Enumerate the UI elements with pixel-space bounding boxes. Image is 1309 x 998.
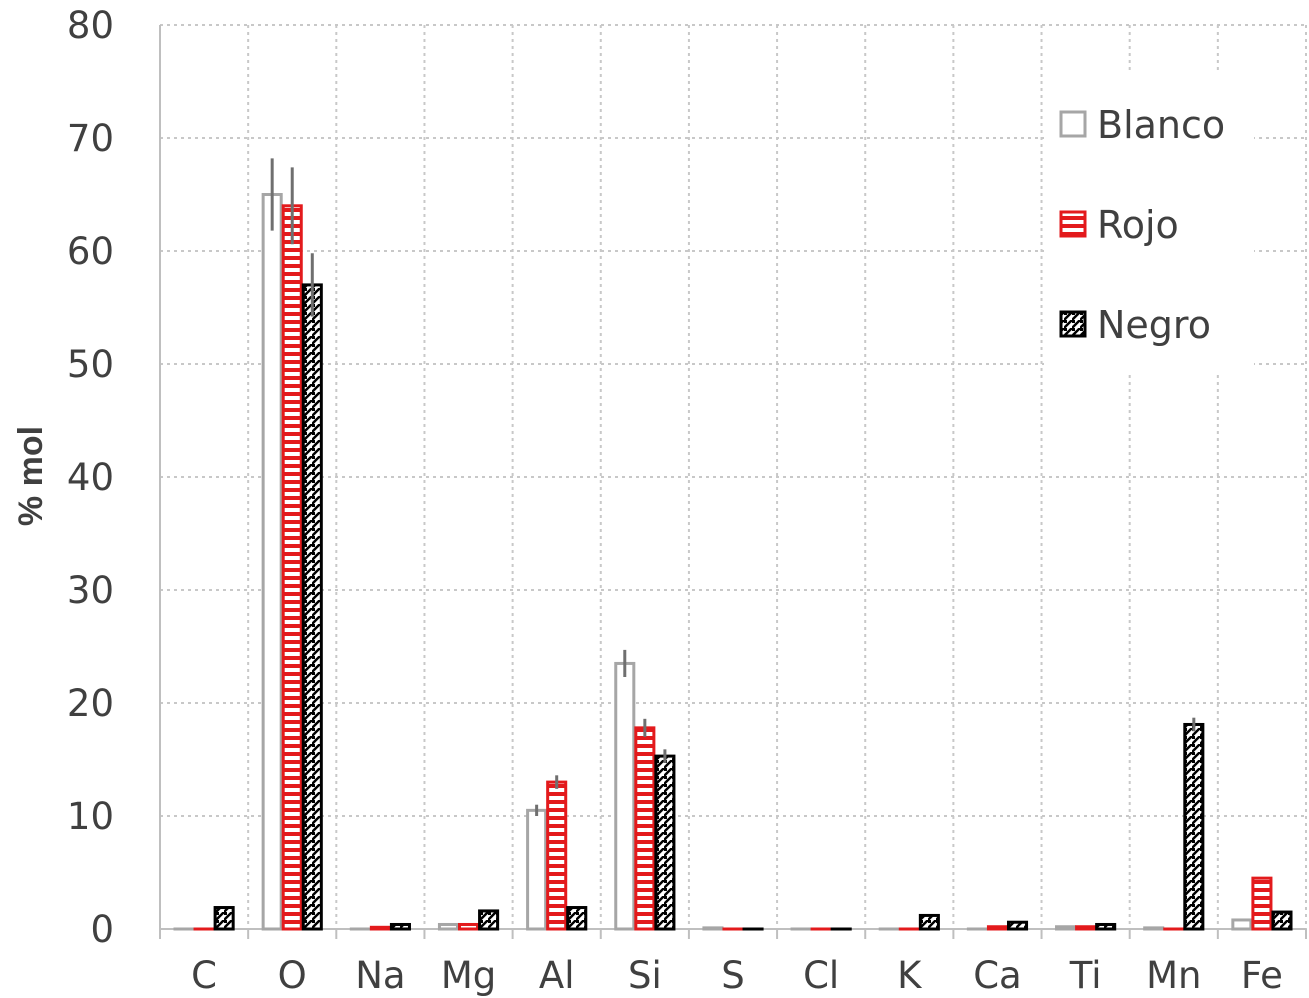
x-tick-label: Ca [973, 954, 1022, 997]
bar-rojo [1075, 925, 1097, 931]
x-tick-label: Si [628, 954, 662, 997]
bar-rojo [458, 922, 480, 931]
x-tick-labels: C O Na Mg Al Si S Cl K Ca Ti Mn Fe [191, 954, 1283, 997]
bar-negro [478, 909, 500, 931]
bar-rojo [369, 925, 391, 931]
y-tick-label: 30 [67, 569, 114, 612]
bar-negro [1006, 920, 1029, 931]
bar-negro [389, 922, 411, 931]
x-tick-label: O [278, 954, 307, 997]
bar-blanco [614, 661, 636, 931]
legend-swatch-negro [1059, 310, 1087, 338]
y-axis-title: % mol [12, 426, 50, 526]
legend-label-blanco: Blanco [1097, 103, 1225, 147]
bar-negro [1095, 922, 1117, 931]
legend-label-negro: Negro [1097, 303, 1211, 347]
bar-blanco [437, 922, 460, 931]
error-bars [270, 158, 1196, 816]
bar-negro [1183, 722, 1205, 931]
legend: Blanco Rojo Negro [1044, 72, 1254, 372]
bar-negro [213, 906, 235, 931]
y-tick-label: 40 [67, 456, 114, 499]
bar-rojo [986, 925, 1008, 931]
x-tick-label: Na [355, 954, 405, 997]
bar-rojo [1251, 876, 1273, 931]
x-tick-label: Fe [1241, 954, 1283, 997]
legend-swatch-blanco [1059, 110, 1087, 138]
bar-negro [918, 913, 940, 931]
y-tick-label: 20 [67, 682, 114, 725]
y-tick-label: 10 [67, 795, 114, 838]
bar-blanco [702, 926, 724, 931]
x-tick-label: C [191, 954, 217, 997]
bar-blanco [261, 193, 283, 931]
bar-negro [301, 283, 323, 931]
bar-blanco [1055, 925, 1077, 931]
bar-blanco [1231, 918, 1253, 931]
x-tick-label: Cl [803, 954, 839, 997]
bar-rojo [546, 780, 568, 931]
x-tick-label: Mg [441, 954, 496, 997]
x-tick-label: Mn [1146, 954, 1201, 997]
bar-negro [566, 906, 588, 931]
y-tick-label: 50 [67, 343, 114, 386]
legend-label-rojo: Rojo [1097, 203, 1179, 247]
bar-blanco [526, 808, 548, 931]
y-tick-label: 80 [67, 4, 114, 47]
x-tick-label: Al [539, 954, 575, 997]
x-tick-label: Ti [1069, 954, 1102, 997]
x-tick-label: S [721, 954, 745, 997]
bars [173, 193, 1293, 931]
y-tick-label: 60 [67, 230, 114, 273]
bar-rojo [281, 204, 303, 931]
bar-rojo [634, 726, 656, 931]
bar-blanco [1143, 926, 1165, 931]
legend-swatch-rojo [1059, 210, 1087, 238]
y-tick-labels: 0 10 20 30 40 50 60 70 80 [67, 4, 114, 951]
bar-negro [1271, 910, 1293, 931]
y-tick-label: 70 [67, 117, 114, 160]
x-tick-label: K [897, 954, 923, 997]
bar-negro [654, 754, 676, 931]
y-tick-label: 0 [90, 908, 114, 951]
